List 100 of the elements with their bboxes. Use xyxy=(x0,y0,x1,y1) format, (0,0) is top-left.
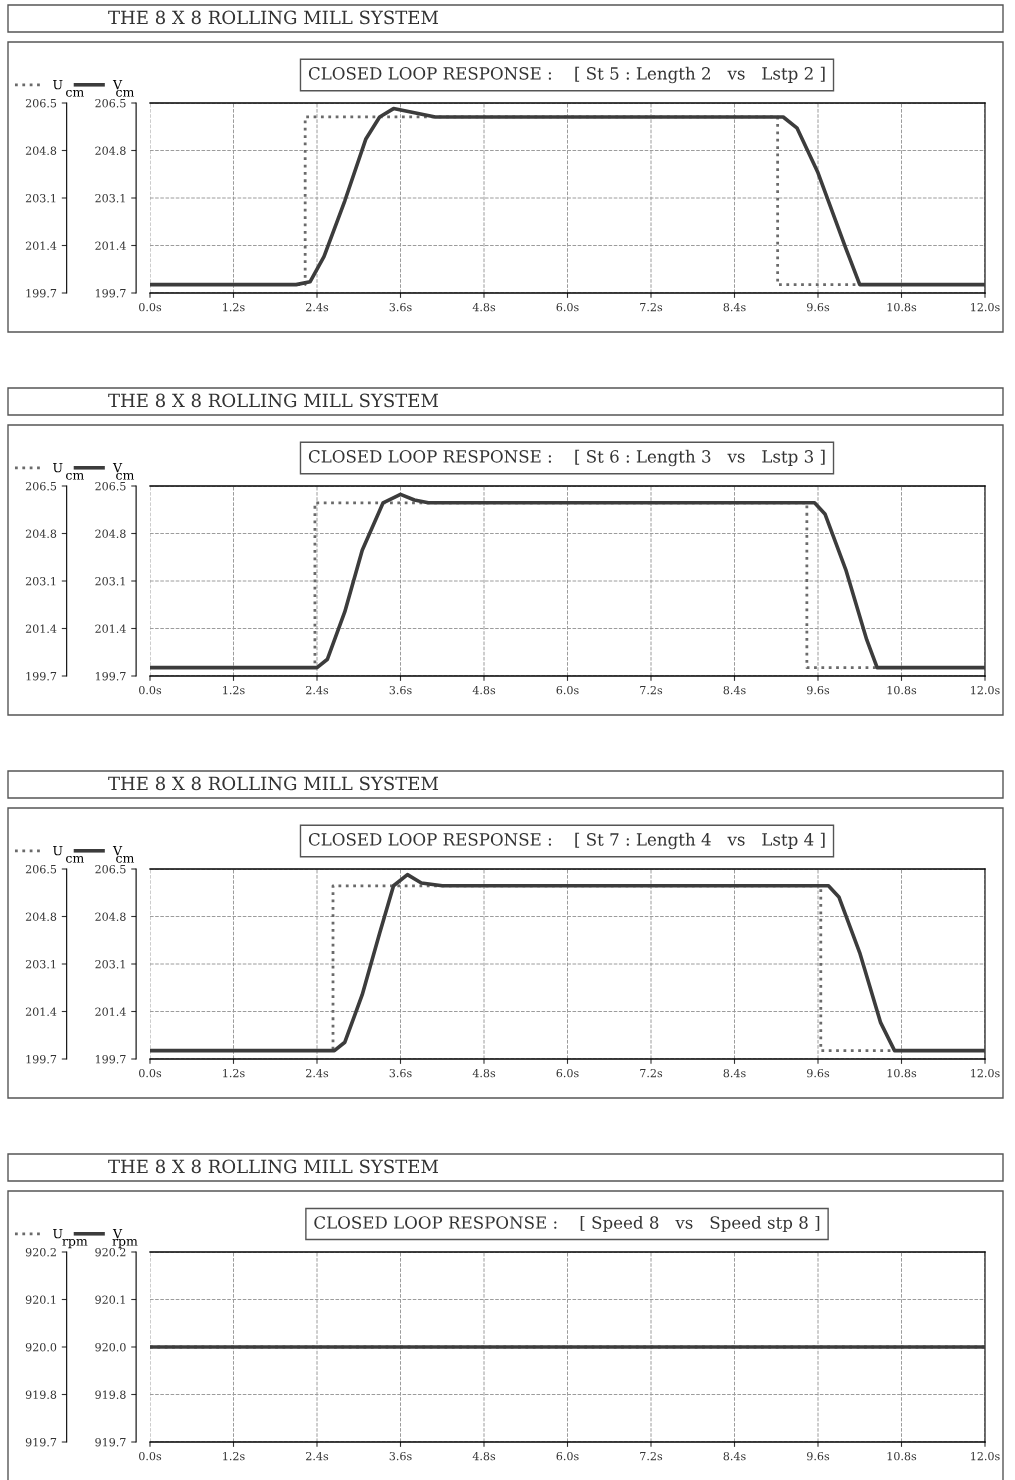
x-tick-label: 0.0s xyxy=(139,302,162,312)
y2-tick-label: 206.5 xyxy=(95,864,126,874)
legend-label: U xyxy=(53,846,63,856)
x-tick-label: 4.8s xyxy=(472,685,496,695)
y-tick-label: 919.7 xyxy=(25,1437,57,1447)
x-tick-label: 10.8s xyxy=(887,1068,917,1078)
y-tick-label: 204.8 xyxy=(25,146,57,155)
y2-tick-label: 203.1 xyxy=(95,193,125,203)
x-tick-label: 3.6s xyxy=(389,302,412,312)
y-tick-label: 203.1 xyxy=(25,193,56,203)
x-tick-label: 12.0s xyxy=(971,1451,1000,1461)
y-tick-label: 919.8 xyxy=(25,1390,57,1399)
x-tick-label: 0.0s xyxy=(139,1068,162,1078)
y-tick-label: 206.5 xyxy=(25,98,57,108)
x-tick-label: 2.4s xyxy=(306,302,329,312)
x-tick-label: 7.2s xyxy=(640,1068,663,1078)
y-axis-title: cm xyxy=(66,472,84,480)
x-tick-label: 10.8s xyxy=(887,1451,917,1461)
chart-title: THE 8 X 8 ROLLING MILL SYSTEM xyxy=(108,10,439,25)
y-axis-title: cm xyxy=(66,855,84,863)
chart-title: THE 8 X 8 ROLLING MILL SYSTEM xyxy=(108,776,439,791)
y-tick-label: 203.1 xyxy=(25,576,56,586)
x-tick-label: 9.6s xyxy=(807,685,830,695)
x-tick-label: 6.0s xyxy=(556,302,579,312)
y2-tick-label: 204.8 xyxy=(95,529,126,538)
x-tick-label: 7.2s xyxy=(640,685,663,695)
y-tick-label: 204.8 xyxy=(25,529,57,538)
legend-label: V xyxy=(112,463,123,473)
x-tick-label: 4.8s xyxy=(472,1451,496,1461)
y2-tick-label: 920.0 xyxy=(95,1342,126,1352)
legend-label: V xyxy=(112,80,123,90)
x-tick-label: 10.8s xyxy=(887,302,917,312)
x-tick-label: 8.4s xyxy=(723,685,746,695)
y-tick-label: 920.1 xyxy=(25,1295,56,1304)
x-tick-label: 9.6s xyxy=(807,1451,830,1461)
x-tick-label: 8.4s xyxy=(723,1451,746,1461)
x-tick-label: 3.6s xyxy=(389,1068,412,1078)
y-tick-label: 201.4 xyxy=(25,241,57,250)
x-tick-label: 1.2s xyxy=(223,685,245,695)
legend-label: V xyxy=(112,846,123,856)
x-tick-label: 6.0s xyxy=(556,685,579,695)
x-tick-label: 6.0s xyxy=(556,1068,579,1078)
chart-subtitle: CLOSED LOOP RESPONSE : [ St 6 : Length 3 vs Lstp 3 ] xyxy=(308,449,825,467)
x-tick-label: 6.0s xyxy=(556,1451,579,1461)
y2-tick-label: 204.8 xyxy=(95,146,126,155)
y-tick-label: 201.4 xyxy=(25,1007,57,1016)
y-tick-label: 199.7 xyxy=(26,671,57,681)
y2-tick-label: 920.1 xyxy=(95,1295,125,1304)
x-tick-label: 1.2s xyxy=(223,1451,245,1461)
y2-tick-label: 204.8 xyxy=(95,912,126,921)
y-tick-label: 206.5 xyxy=(25,864,57,874)
x-tick-label: 12.0s xyxy=(971,685,1000,695)
x-tick-label: 2.4s xyxy=(306,1068,329,1078)
x-tick-label: 10.8s xyxy=(887,685,917,695)
y-tick-label: 201.4 xyxy=(25,624,57,633)
y-tick-label: 199.7 xyxy=(26,288,57,298)
x-tick-label: 1.2s xyxy=(223,1068,245,1078)
y2-tick-label: 203.1 xyxy=(95,576,125,586)
x-tick-label: 1.2s xyxy=(223,302,245,312)
x-tick-label: 8.4s xyxy=(723,302,746,312)
y-tick-label: 920.0 xyxy=(25,1342,57,1352)
x-tick-label: 9.6s xyxy=(807,1068,830,1078)
legend-label: U xyxy=(53,80,63,90)
y2-tick-label: 201.4 xyxy=(95,241,126,250)
x-tick-label: 4.8s xyxy=(472,302,496,312)
chart-subtitle: CLOSED LOOP RESPONSE : [ Speed 8 vs Speed stp 8 ] xyxy=(314,1215,820,1233)
y2-axis-title: cm xyxy=(116,472,135,480)
y-tick-label: 206.5 xyxy=(25,481,57,491)
y2-tick-label: 199.7 xyxy=(95,1054,126,1064)
y2-tick-label: 199.7 xyxy=(95,288,126,298)
y2-tick-label: 203.1 xyxy=(95,959,125,969)
y2-tick-label: 206.5 xyxy=(95,481,126,491)
x-tick-label: 2.4s xyxy=(306,685,329,695)
x-tick-label: 8.4s xyxy=(723,1068,746,1078)
y2-tick-label: 201.4 xyxy=(95,624,126,633)
x-tick-label: 12.0s xyxy=(971,1068,1000,1078)
legend-label: V xyxy=(112,1229,123,1239)
chart-subtitle: CLOSED LOOP RESPONSE : [ St 5 : Length 2 vs Lstp 2 ] xyxy=(308,66,825,84)
x-tick-label: 7.2s xyxy=(640,1451,663,1461)
x-tick-label: 7.2s xyxy=(640,302,663,312)
chart-title: THE 8 X 8 ROLLING MILL SYSTEM xyxy=(108,393,439,408)
y2-tick-label: 201.4 xyxy=(95,1007,126,1016)
y-tick-label: 920.2 xyxy=(25,1247,56,1257)
x-tick-label: 3.6s xyxy=(389,685,412,695)
x-tick-label: 12.0s xyxy=(971,302,1000,312)
y2-tick-label: 199.7 xyxy=(95,671,126,681)
legend-label: U xyxy=(53,463,63,473)
y2-axis-title: cm xyxy=(116,855,135,863)
chart-subtitle: CLOSED LOOP RESPONSE : [ St 7 : Length 4 vs Lstp 4 ] xyxy=(308,832,825,850)
x-tick-label: 0.0s xyxy=(139,685,162,695)
y2-tick-label: 920.2 xyxy=(95,1247,126,1257)
x-tick-label: 3.6s xyxy=(389,1451,412,1461)
y2-tick-label: 919.8 xyxy=(95,1390,126,1399)
x-tick-label: 4.8s xyxy=(472,1068,496,1078)
y-tick-label: 204.8 xyxy=(25,912,57,921)
chart-title: THE 8 X 8 ROLLING MILL SYSTEM xyxy=(108,1159,439,1174)
legend-label: U xyxy=(53,1229,63,1239)
x-tick-label: 2.4s xyxy=(306,1451,329,1461)
x-tick-label: 9.6s xyxy=(807,302,830,312)
y-tick-label: 203.1 xyxy=(25,959,56,969)
